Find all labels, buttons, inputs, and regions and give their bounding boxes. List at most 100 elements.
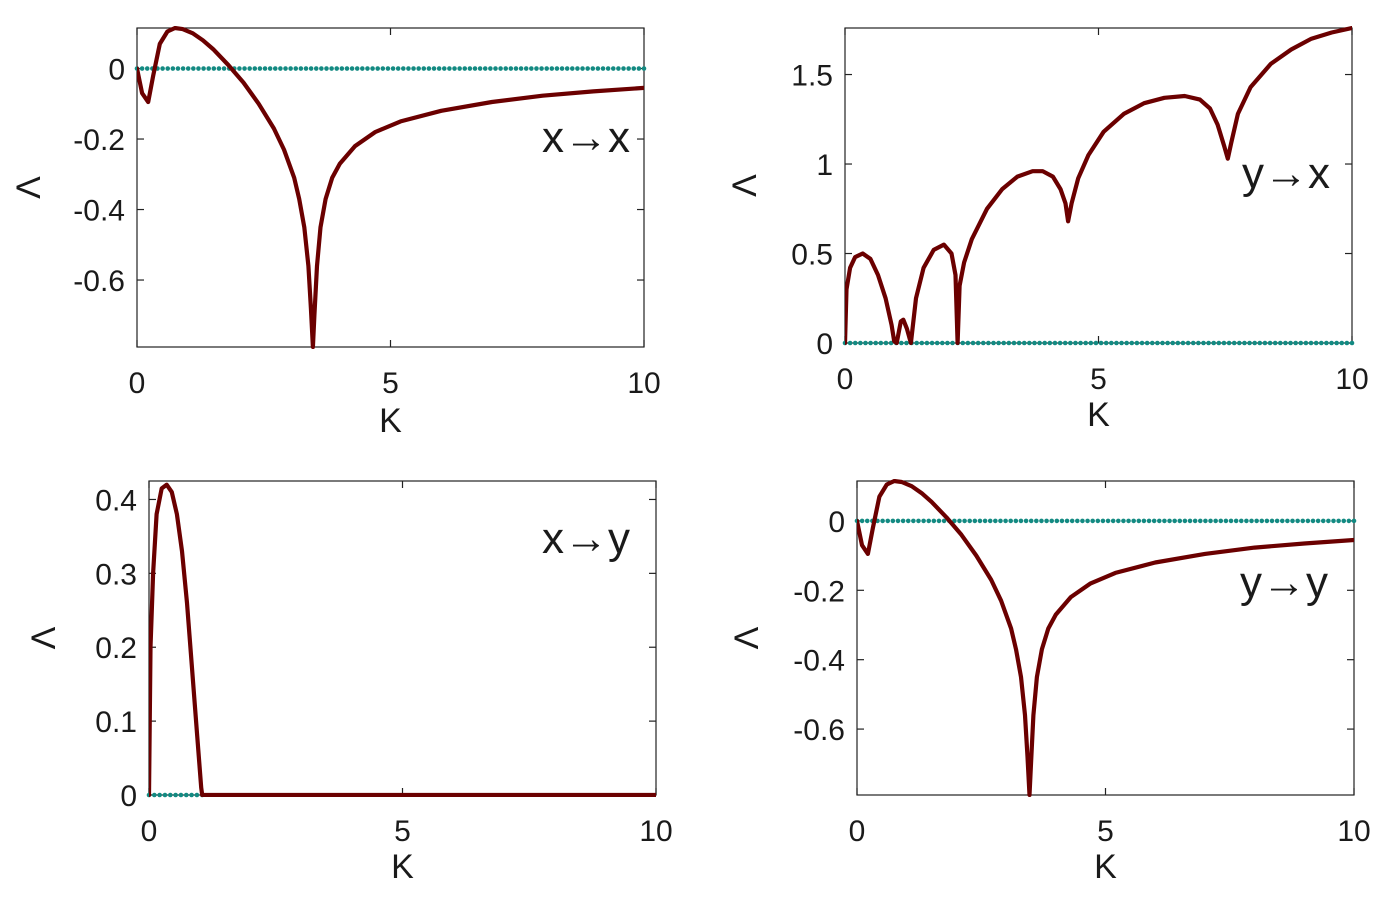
dotted-point — [1170, 340, 1176, 346]
dotted-point — [1131, 518, 1136, 524]
dotted-point — [941, 518, 947, 524]
x-axis-label: K — [379, 402, 402, 440]
dotted-point — [1197, 518, 1203, 524]
dotted-point — [162, 792, 168, 798]
panel-label: x→x — [542, 113, 630, 162]
dotted-point — [349, 66, 355, 71]
dotted-point — [883, 340, 889, 346]
dotted-point — [1100, 518, 1106, 524]
x-tick-label: 0 — [849, 815, 866, 848]
dotted-point — [960, 340, 966, 346]
dotted-point — [1018, 518, 1024, 524]
y-tick-label: 0 — [120, 780, 137, 813]
dotted-point — [1257, 340, 1263, 346]
dotted-point — [1344, 340, 1350, 346]
dotted-point — [950, 340, 955, 346]
dotted-point — [1151, 518, 1157, 524]
dotted-point — [1318, 340, 1324, 346]
dotted-point — [1226, 340, 1232, 346]
dotted-point — [965, 340, 971, 346]
dotted-point — [982, 518, 988, 524]
dotted-point — [975, 340, 981, 346]
dotted-point — [152, 792, 157, 798]
dotted-point — [945, 340, 950, 346]
dotted-point — [610, 66, 616, 71]
dotted-point — [1088, 340, 1094, 346]
dotted-point — [221, 66, 227, 71]
dotted-point — [924, 340, 930, 346]
dotted-point — [868, 340, 873, 346]
dotted-point — [921, 518, 926, 524]
dotted-point — [170, 66, 176, 71]
dotted-point — [1083, 340, 1088, 346]
dotted-point — [1057, 340, 1063, 346]
dotted-point — [1042, 340, 1048, 346]
dotted-point — [447, 66, 452, 71]
panel-4: 0 5 10 0 -0.2 -0.4 -0.6 K Λy→y — [728, 479, 1371, 886]
y-tick-label: 0.3 — [95, 558, 137, 591]
dotted-point — [194, 792, 200, 798]
dotted-point — [1206, 340, 1211, 346]
dotted-point — [1124, 340, 1129, 346]
y-tick-label: 0.2 — [95, 632, 137, 665]
y-tick-label: -0.2 — [793, 575, 845, 608]
dotted-point — [1208, 518, 1213, 524]
dotted-point — [488, 66, 493, 71]
dotted-point — [237, 66, 242, 71]
dotted-point — [1228, 518, 1234, 524]
dotted-point — [641, 66, 647, 71]
dotted-point — [1073, 340, 1078, 346]
dotted-point — [595, 66, 601, 71]
y-axis-label: Λ — [10, 176, 48, 199]
dotted-point — [1126, 518, 1131, 524]
dotted-point — [1305, 518, 1311, 524]
dotted-point — [247, 66, 252, 71]
panel-2: 0 5 10 0 0.5 1 1.5 K Λ y→x — [726, 26, 1369, 434]
dotted-point — [319, 66, 324, 71]
dotted-point — [529, 66, 534, 71]
dotted-point — [1259, 518, 1265, 524]
dotted-point — [1247, 340, 1252, 346]
dotted-point — [283, 66, 288, 71]
x-tick-label: 0 — [129, 367, 146, 400]
dotted-point — [1218, 518, 1224, 524]
dotted-point — [1054, 518, 1060, 524]
dotted-point — [421, 66, 427, 71]
dotted-point — [929, 340, 935, 346]
panel-label: y→y — [1240, 558, 1328, 607]
dotted-point — [1110, 518, 1116, 524]
panel-3: 0 5 10 0 0.1 0.2 0.3 0.4 K Λx→y — [25, 480, 673, 886]
dotted-point — [252, 66, 258, 71]
dotted-point — [1039, 518, 1044, 524]
dotted-point — [1324, 340, 1329, 346]
dotted-point — [257, 66, 263, 71]
dotted-point — [523, 66, 529, 71]
dotted-point — [987, 518, 993, 524]
dotted-point — [1167, 518, 1172, 524]
dotted-point — [1182, 518, 1188, 524]
dotted-point — [452, 66, 457, 71]
y-axis-label: Λ — [726, 174, 764, 197]
x-tick-label: 10 — [1335, 363, 1368, 396]
dotted-point — [1272, 340, 1278, 346]
dotted-series-2 — [854, 518, 1357, 524]
dotted-point — [1185, 340, 1191, 346]
dotted-point — [1044, 518, 1049, 524]
dotted-point — [467, 66, 473, 71]
dotted-point — [873, 340, 879, 346]
dotted-point — [1233, 518, 1239, 524]
dotted-point — [457, 66, 462, 71]
dotted-point — [899, 340, 904, 346]
dotted-point — [1156, 518, 1162, 524]
dotted-point — [1298, 340, 1304, 346]
dotted-point — [1177, 518, 1183, 524]
dotted-point — [1190, 340, 1196, 346]
dotted-point — [534, 66, 539, 71]
dotted-point — [185, 66, 191, 71]
x-tick-label: 5 — [382, 367, 399, 400]
dotted-point — [1295, 518, 1300, 524]
dotted-point — [575, 66, 580, 71]
dotted-point — [919, 340, 925, 346]
dotted-point — [1162, 518, 1167, 524]
dotted-point — [539, 66, 544, 71]
